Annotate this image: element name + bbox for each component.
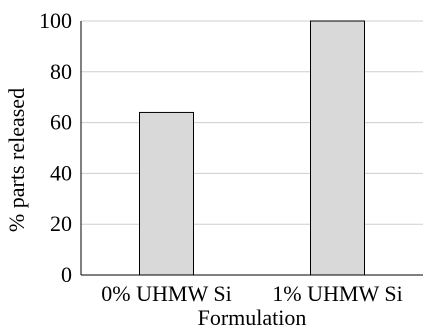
- y-tick-labels: 0 20 40 60 80 100: [39, 8, 72, 287]
- y-tick-label: 100: [39, 8, 72, 33]
- bars: [139, 20, 365, 276]
- y-tick-label: 20: [50, 211, 72, 236]
- x-axis-label: Formulation: [198, 305, 307, 329]
- y-axis-label: % parts released: [4, 88, 29, 232]
- bar: [139, 111, 194, 276]
- y-tick-label: 60: [50, 110, 72, 135]
- x-tick-label: 0% UHMW Si: [101, 281, 231, 306]
- bar: [310, 20, 365, 276]
- x-tick-label: 1% UHMW Si: [272, 281, 402, 306]
- x-tick-labels: 0% UHMW Si 1% UHMW Si: [101, 281, 402, 306]
- axes: [80, 21, 423, 276]
- y-tick-label: 40: [50, 160, 72, 185]
- y-tick-label: 80: [50, 59, 72, 84]
- y-tick-label: 0: [61, 262, 72, 287]
- gridlines: [81, 20, 423, 225]
